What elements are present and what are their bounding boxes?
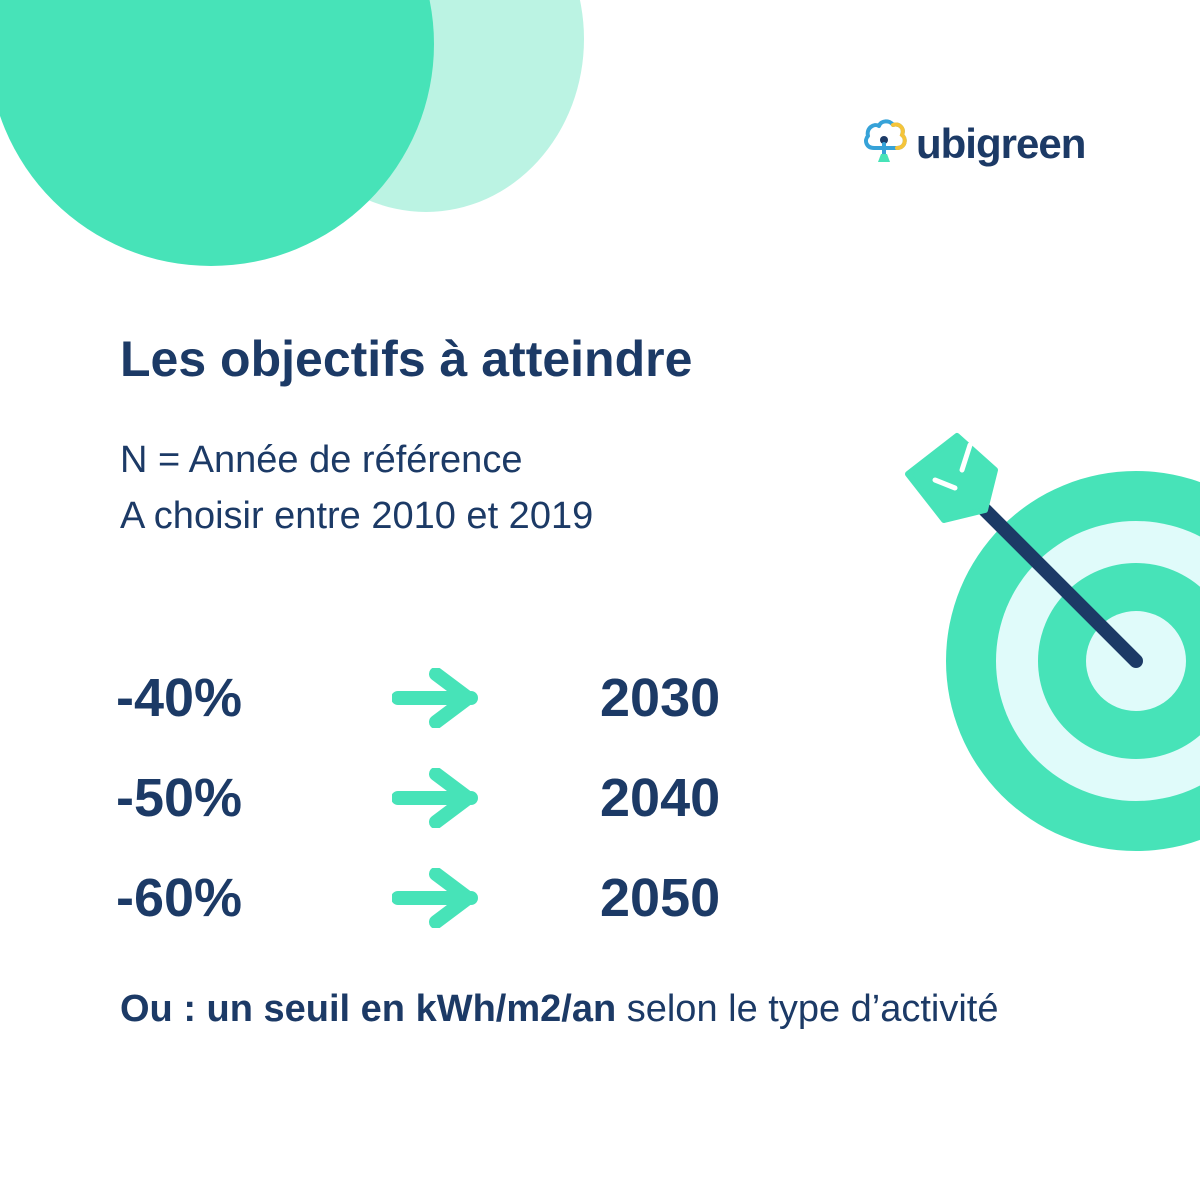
target-year: 2030 [600, 668, 721, 728]
choice-range-line: A choisir entre 2010 et 2019 [120, 495, 594, 537]
reduction-value: -40% [116, 668, 243, 728]
arrow-right-icon [392, 868, 478, 928]
subtitle: N = Année de référence A choisir entre 2… [120, 432, 593, 544]
target-row: -50% 2040 [116, 748, 756, 848]
reference-year-line: N = Année de référence [120, 439, 523, 481]
reduction-value: -50% [116, 768, 243, 828]
decorative-circle-main [0, 0, 434, 266]
threshold-note-text: selon le type d’activité [616, 988, 999, 1030]
target-year: 2050 [600, 868, 721, 928]
arrow-right-icon [392, 668, 478, 728]
target-year: 2040 [600, 768, 721, 828]
arrow-right-icon [392, 768, 478, 828]
brand-logo: ubigreen [862, 118, 1086, 170]
target-row: -60% 2050 [116, 848, 756, 948]
reduction-value: -60% [116, 868, 243, 928]
threshold-note: Ou : un seuil en kWh/m2/an selon le type… [120, 984, 1020, 1034]
tree-cloud-icon [864, 119, 907, 162]
page-title: Les objectifs à atteindre [120, 331, 693, 387]
threshold-note-bold: Ou : un seuil en kWh/m2/an [120, 988, 617, 1030]
targets-table: -40% 2030 -50% 2040 -60% 2050 [116, 648, 756, 948]
brand-name: ubigreen [916, 120, 1086, 167]
dartboard-target-icon [905, 433, 1200, 851]
target-row: -40% 2030 [116, 648, 756, 748]
